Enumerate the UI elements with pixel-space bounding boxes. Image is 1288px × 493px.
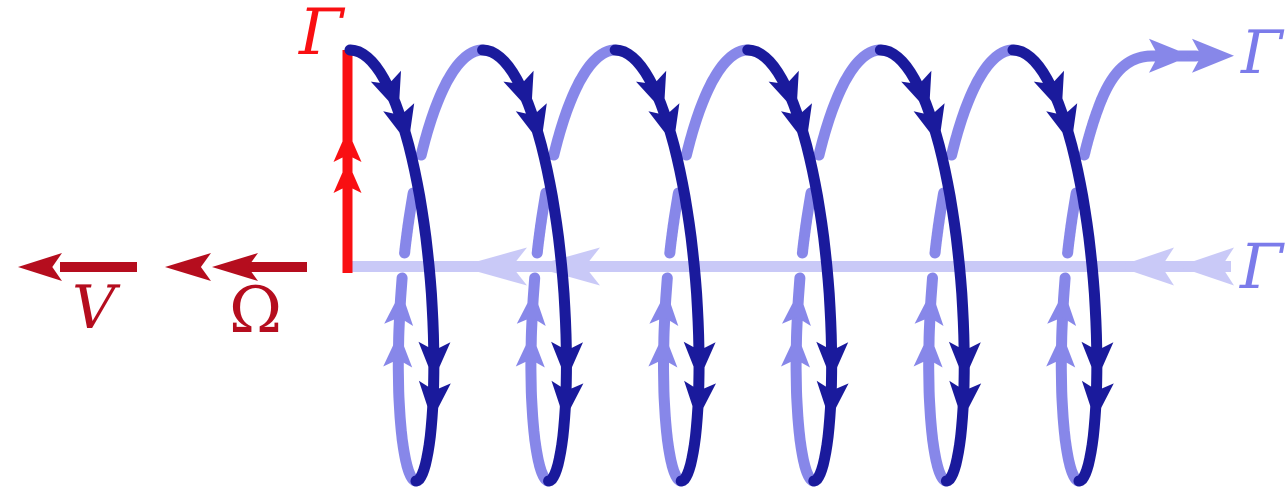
- strand-segment: [946, 44, 1019, 161]
- flow-arrowhead: [648, 103, 680, 144]
- velocity-arrow-shaft: [60, 262, 137, 272]
- flow-arrowhead: [913, 103, 945, 144]
- flow-arrowhead: [1149, 38, 1191, 73]
- flow-arrowhead: [212, 253, 258, 281]
- back-strand-6: [1046, 38, 1234, 487]
- flow-arrowhead: [781, 103, 812, 144]
- flow-arrowhead: [383, 333, 413, 368]
- flow-arrowhead: [515, 103, 547, 144]
- strand-segment: [399, 187, 419, 259]
- flow-arrowhead: [782, 291, 811, 326]
- circulation-label-root: Γ: [299, 0, 344, 70]
- circulation-label-axis: Γ: [1240, 230, 1284, 303]
- front-strand-1: [344, 44, 451, 487]
- flow-arrowhead: [165, 253, 211, 281]
- flow-arrowhead: [18, 253, 62, 281]
- velocity-label: V: [72, 273, 116, 343]
- flow-arrowhead: [1047, 291, 1077, 326]
- flow-arrowhead: [551, 380, 584, 420]
- flow-arrowhead: [1081, 380, 1114, 420]
- front-strand-5: [874, 44, 982, 487]
- tip-circulation-exit-curve: [1096, 50, 1202, 105]
- flow-arrowhead: [781, 333, 810, 368]
- circulation-label-tip: Γ: [1241, 18, 1283, 88]
- front-strand-6: [1007, 44, 1114, 487]
- rotation-arrow: [165, 253, 307, 281]
- strand-segment: [609, 44, 705, 487]
- flow-arrowhead: [384, 291, 414, 326]
- strand-segment: [796, 187, 817, 259]
- flow-arrowhead: [1118, 247, 1174, 286]
- flow-arrowhead: [914, 291, 944, 326]
- strand-segment: [742, 44, 838, 487]
- flow-arrowhead: [1178, 247, 1234, 286]
- strand-segment: [548, 44, 621, 161]
- flow-arrowhead: [370, 70, 401, 112]
- flow-arrowhead: [901, 70, 932, 112]
- strand-segment: [664, 187, 684, 259]
- flow-arrowhead: [949, 380, 982, 420]
- flow-arrowhead: [333, 161, 362, 193]
- flow-arrowhead: [648, 333, 678, 368]
- flow-arrowhead: [913, 333, 943, 368]
- flow-arrowhead: [459, 247, 527, 286]
- flow-arrowhead: [683, 341, 716, 380]
- flow-arrowhead: [333, 130, 362, 162]
- flow-arrowhead: [1192, 38, 1234, 73]
- strand-segment: [874, 44, 970, 487]
- strand-segment: [525, 272, 555, 487]
- back-strand-5: [913, 44, 1019, 487]
- strand-segment: [813, 44, 886, 161]
- strand-segment: [1007, 44, 1103, 487]
- vortex-axis: [352, 247, 1234, 286]
- strand-segment: [923, 272, 952, 487]
- flow-arrowhead: [383, 103, 415, 144]
- flow-arrowhead: [636, 70, 667, 112]
- flow-arrowhead: [816, 380, 849, 420]
- flow-arrowhead: [1033, 70, 1064, 112]
- rotation-arrow-shaft: [240, 262, 307, 272]
- flow-arrowhead: [1046, 103, 1078, 144]
- strand-segment: [658, 272, 687, 487]
- strand-segment: [531, 187, 552, 259]
- front-strand-4: [742, 44, 849, 487]
- strand-segment: [415, 44, 489, 161]
- flow-arrowhead: [768, 70, 799, 112]
- strand-segment: [477, 44, 573, 487]
- flow-arrowhead: [649, 291, 679, 326]
- flow-arrowhead: [1046, 333, 1076, 368]
- flow-arrowhead: [418, 380, 451, 420]
- strand-segment: [680, 44, 754, 161]
- flow-arrowhead: [515, 333, 545, 368]
- flow-arrowhead: [816, 341, 849, 380]
- velocity-arrow: [18, 253, 137, 281]
- flow-arrowhead: [948, 341, 981, 380]
- strand-segment: [790, 272, 820, 487]
- axis-line: [352, 261, 1231, 272]
- front-strand-2: [477, 44, 584, 487]
- flow-arrowhead: [684, 380, 716, 420]
- flow-arrowhead: [418, 341, 451, 380]
- strand-segment: [1078, 94, 1108, 161]
- strand-segment: [1062, 187, 1082, 259]
- strand-segment: [344, 44, 440, 487]
- flow-arrowhead: [516, 291, 546, 326]
- front-strand-3: [609, 44, 716, 487]
- back-strand-2: [515, 44, 621, 487]
- back-strand-3: [648, 44, 754, 487]
- strand-segment: [1055, 272, 1085, 487]
- back-strand-1: [383, 44, 489, 487]
- flow-arrowhead: [1081, 341, 1114, 380]
- back-strand-4: [781, 44, 886, 487]
- root-circulation-arrow: [333, 50, 362, 273]
- strand-segment: [392, 272, 422, 487]
- flow-arrowhead: [503, 70, 534, 112]
- flow-arrowhead: [551, 341, 583, 380]
- angular-velocity-label: Ω: [229, 274, 283, 348]
- strand-segment: [929, 187, 950, 259]
